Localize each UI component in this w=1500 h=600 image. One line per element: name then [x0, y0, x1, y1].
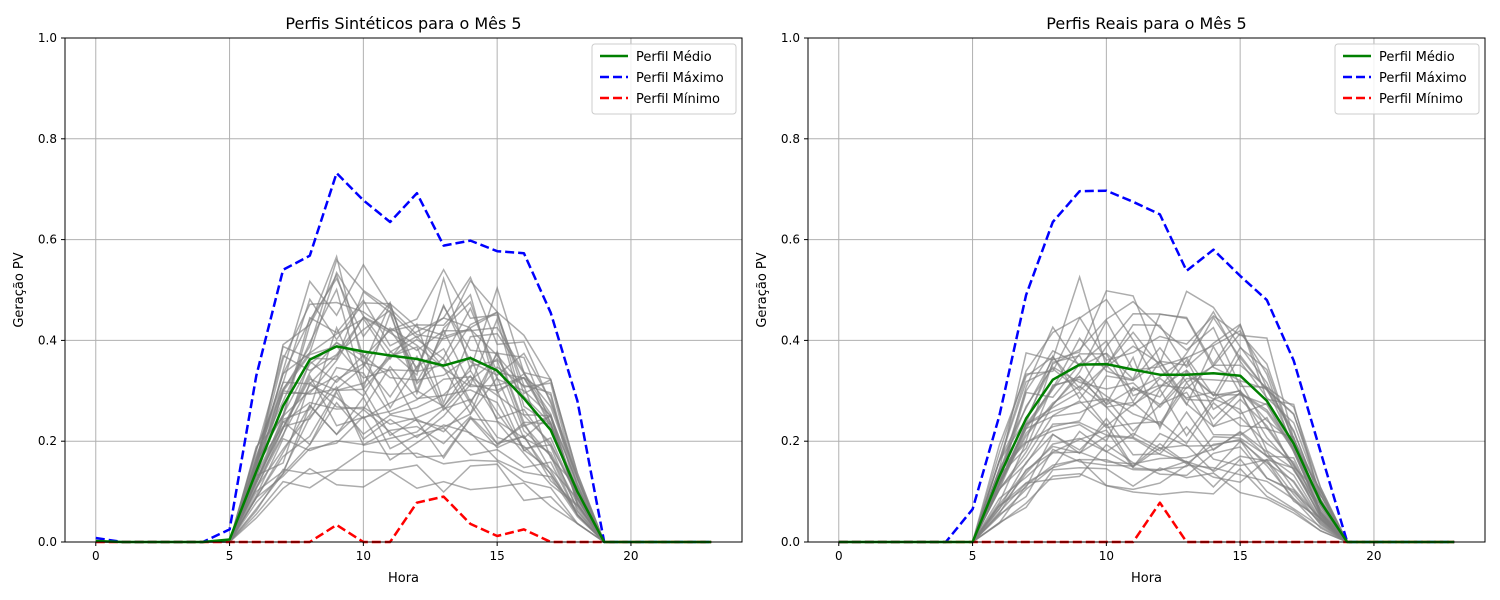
individual-profile-line: [838, 467, 1455, 543]
x-tick-label: 15: [1233, 549, 1248, 563]
legend-box: [591, 43, 737, 115]
synthetic-profiles-chart: 0 5 10 15 20 0.0 0.2 0.4 0.6 0.8 1.0 Perfis Sintét…: [12, 14, 743, 586]
x-tick-label: 10: [356, 549, 371, 563]
individual-profile-line: [95, 263, 712, 543]
y-tick-label: 0.0: [38, 535, 57, 549]
y-tick-label: 0.0: [781, 535, 800, 549]
y-tick-label: 1.0: [38, 31, 57, 45]
x-tick-label: 5: [969, 549, 977, 563]
legend-label: Perfil Máximo: [1379, 71, 1467, 86]
min-profile-line: [838, 501, 1455, 544]
legend-label: Perfil Mínimo: [636, 92, 720, 107]
individual-profile-line: [95, 366, 712, 543]
series-lines: [838, 189, 1455, 544]
individual-profile-line: [838, 329, 1455, 543]
y-tick-label: 0.6: [38, 233, 57, 247]
chart-title: Perfis Reais para o Mês 5: [1046, 14, 1246, 33]
real-profiles-chart: 0 5 10 15 20 0.0 0.2 0.4 0.6 0.8 1.0 Perfis Reais …: [755, 14, 1486, 586]
individual-profile-line: [838, 289, 1455, 543]
x-tick-label: 10: [1099, 549, 1114, 563]
individual-profile-line: [838, 385, 1455, 543]
individual-profile-line: [838, 386, 1455, 543]
individual-profiles: [95, 254, 712, 543]
legend-label: Perfil Médio: [1379, 50, 1455, 65]
series-lines: [95, 171, 712, 544]
individual-profile-line: [838, 377, 1455, 543]
min-profile-line: [95, 495, 712, 544]
individual-profile-line: [95, 335, 712, 543]
axis-ticks: 0 5 10 15 20 0.0 0.2 0.4 0.6 0.8 1.0: [38, 31, 639, 563]
individual-profile-line: [95, 254, 712, 543]
y-tick-label: 1.0: [781, 31, 800, 45]
individual-profile-line: [838, 374, 1455, 543]
x-axis-label: Hora: [1131, 571, 1162, 586]
legend-label: Perfil Mínimo: [1379, 92, 1463, 107]
individual-profile-line: [95, 374, 712, 543]
y-tick-label: 0.4: [38, 333, 57, 347]
individual-profile-line: [95, 463, 712, 543]
legend-label: Perfil Médio: [636, 50, 712, 65]
individual-profile-line: [838, 435, 1455, 543]
individual-profile-line: [838, 375, 1455, 543]
legend-box: [1334, 43, 1480, 115]
individual-profile-line: [95, 467, 712, 543]
max-profile-line: [838, 189, 1455, 544]
individual-profile-line: [838, 353, 1455, 543]
x-tick-label: 0: [92, 549, 100, 563]
individual-profile-line: [838, 332, 1455, 543]
individual-profiles: [838, 274, 1455, 543]
individual-profile-line: [95, 270, 712, 543]
axis-ticks: 0 5 10 15 20 0.0 0.2 0.4 0.6 0.8 1.0: [781, 31, 1382, 563]
individual-profile-line: [838, 298, 1455, 543]
x-tick-label: 5: [226, 549, 234, 563]
individual-profile-line: [838, 323, 1455, 543]
individual-profile-line: [838, 457, 1455, 543]
plot-area-frame: [64, 37, 743, 543]
individual-profile-line: [838, 458, 1455, 543]
chart-title: Perfis Sintéticos para o Mês 5: [285, 14, 521, 33]
y-tick-label: 0.6: [781, 233, 800, 247]
plot-area-frame: [807, 37, 1486, 543]
individual-profile-line: [838, 274, 1455, 543]
individual-profile-line: [95, 354, 712, 543]
x-tick-label: 20: [623, 549, 638, 563]
y-tick-label: 0.8: [38, 132, 57, 146]
y-axis-label: Geração PV: [12, 252, 27, 327]
max-profile-line: [95, 171, 712, 544]
individual-profile-line: [95, 275, 712, 543]
legend: Perfil Médio Perfil Máximo Perfil Mínimo: [1334, 43, 1480, 115]
individual-profile-line: [838, 466, 1455, 543]
individual-profile-line: [838, 360, 1455, 543]
individual-profile-line: [95, 374, 712, 543]
y-tick-label: 0.2: [781, 434, 800, 448]
y-tick-label: 0.2: [38, 434, 57, 448]
x-tick-label: 0: [835, 549, 843, 563]
individual-profile-line: [95, 258, 712, 543]
individual-profile-line: [95, 450, 712, 543]
individual-profile-line: [95, 383, 712, 543]
y-axis-label: Geração PV: [755, 252, 770, 327]
y-tick-label: 0.8: [781, 132, 800, 146]
x-axis-label: Hora: [388, 571, 419, 586]
x-tick-label: 20: [1366, 549, 1381, 563]
individual-profile-line: [95, 388, 712, 543]
legend-label: Perfil Máximo: [636, 71, 724, 86]
individual-profile-line: [838, 313, 1455, 543]
y-tick-label: 0.4: [781, 333, 800, 347]
x-tick-label: 15: [490, 549, 505, 563]
legend: Perfil Médio Perfil Máximo Perfil Mínimo: [591, 43, 737, 115]
